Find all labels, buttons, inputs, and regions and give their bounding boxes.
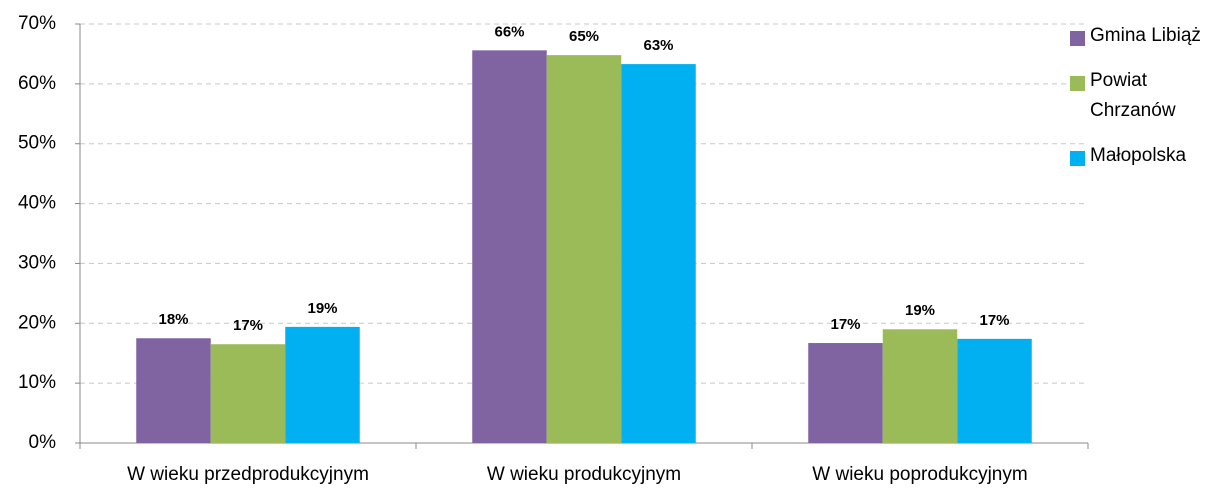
legend-swatch bbox=[1070, 76, 1085, 91]
y-tick-label: 50% bbox=[18, 133, 56, 154]
bar bbox=[285, 326, 360, 443]
legend-label: Powiat Chrzanów bbox=[1090, 70, 1176, 121]
bar bbox=[621, 64, 696, 444]
y-tick-label: 10% bbox=[18, 372, 56, 393]
value-label: 17% bbox=[233, 317, 263, 334]
legend-swatch bbox=[1070, 31, 1085, 46]
legend-item: Małopolska bbox=[1070, 145, 1220, 171]
value-label: 17% bbox=[979, 312, 1009, 329]
bar bbox=[546, 55, 622, 444]
value-label: 17% bbox=[830, 316, 860, 333]
bar bbox=[882, 329, 958, 443]
legend-swatch bbox=[1070, 151, 1085, 166]
y-tick-label: 60% bbox=[18, 73, 56, 94]
y-tick-label: 0% bbox=[29, 432, 57, 453]
value-label: 19% bbox=[905, 302, 935, 319]
bar bbox=[136, 338, 211, 443]
y-tick-label: 40% bbox=[18, 193, 56, 214]
value-label: 18% bbox=[158, 311, 188, 328]
legend-label: Gmina Libiąż bbox=[1090, 25, 1201, 46]
x-tick-label: W wieku przedprodukcyjnym bbox=[127, 464, 369, 485]
value-label: 63% bbox=[643, 37, 673, 54]
legend-item: Gmina Libiąż bbox=[1070, 25, 1220, 51]
bar bbox=[808, 343, 883, 443]
y-tick-label: 30% bbox=[18, 252, 56, 273]
legend: Gmina Libiąż Powiat Chrzanów Małopolska bbox=[1070, 25, 1220, 191]
legend-item: Powiat Chrzanów bbox=[1070, 70, 1220, 126]
y-tick-label: 70% bbox=[18, 13, 56, 34]
value-label: 19% bbox=[307, 300, 337, 317]
bar bbox=[472, 50, 547, 443]
value-label: 66% bbox=[494, 23, 524, 40]
x-tick-label: W wieku produkcyjnym bbox=[487, 464, 681, 485]
bar bbox=[210, 344, 286, 443]
bar bbox=[957, 338, 1032, 443]
legend-label: Małopolska bbox=[1090, 145, 1187, 166]
x-tick-label: W wieku poprodukcyjnym bbox=[812, 464, 1027, 485]
y-tick-label: 20% bbox=[18, 312, 56, 333]
value-label: 65% bbox=[569, 28, 599, 45]
